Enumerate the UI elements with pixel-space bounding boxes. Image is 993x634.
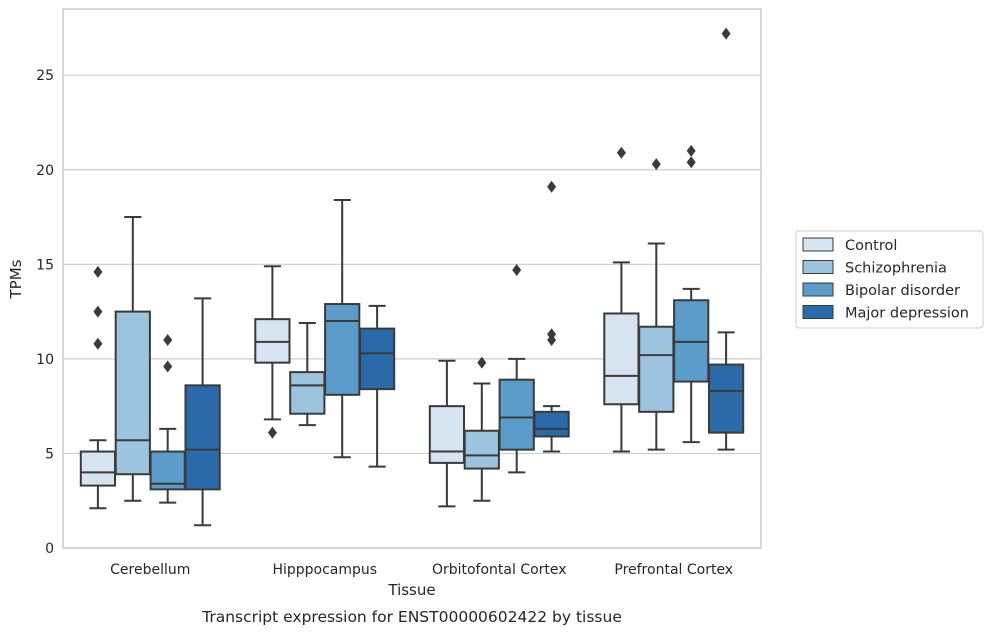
box-iqr — [324, 303, 361, 396]
x-tick-label: Cerebellum — [110, 562, 190, 578]
box-iqr — [533, 410, 570, 438]
box-plot — [254, 265, 291, 439]
y-tick-label: 20 — [36, 163, 54, 179]
outlier-point — [512, 263, 522, 276]
box-iqr — [289, 371, 326, 415]
box-iqr — [428, 405, 466, 464]
outlier-point — [93, 337, 103, 350]
box-plot — [707, 27, 745, 451]
box-plot — [673, 144, 710, 444]
box-plot — [114, 216, 151, 502]
y-tick-label: 25 — [36, 68, 54, 84]
y-axis-label: TPMs — [7, 259, 25, 299]
outlier-point — [163, 360, 173, 373]
box-plot — [428, 359, 466, 508]
box-iqr — [463, 429, 500, 470]
box-plot — [498, 263, 535, 474]
outlier-point — [721, 27, 731, 40]
box-plot — [289, 321, 326, 427]
outlier-point — [547, 180, 557, 193]
y-tick-label: 5 — [45, 446, 54, 462]
x-tick-label: Prefrontal Cortex — [614, 562, 733, 578]
y-tick-labels: 0 5 10 15 20 25 — [36, 68, 54, 557]
outlier-point — [93, 265, 103, 278]
x-tick-label: Hipppocampus — [272, 562, 377, 578]
outlier-point — [93, 305, 103, 318]
box-iqr — [707, 363, 745, 434]
outlier-point — [267, 426, 277, 439]
plot-frame — [62, 8, 762, 549]
legend-label: Schizophrenia — [845, 261, 947, 277]
box-iqr — [498, 378, 535, 451]
legend-label: Major depression — [845, 306, 969, 322]
x-tick-label: Orbitofontal Cortex — [432, 562, 567, 578]
box-iqr — [638, 325, 675, 413]
y-tick-label: 15 — [36, 257, 54, 273]
box-plot — [358, 304, 396, 468]
box-iqr — [79, 450, 117, 487]
legend: Control Schizophrenia Bipolar disorder Majo… — [795, 230, 984, 329]
box-plot — [533, 180, 570, 453]
y-tick-label: 0 — [45, 541, 54, 557]
outlier-point — [686, 156, 696, 169]
box-plot — [324, 199, 361, 459]
legend-swatch — [802, 260, 834, 274]
legend-label: Control — [845, 238, 897, 254]
legend-frame — [795, 230, 984, 329]
outlier-point — [686, 144, 696, 157]
outlier-point — [616, 146, 626, 159]
outlier-point — [163, 333, 173, 346]
box-plot — [79, 265, 117, 510]
outlier-point — [547, 333, 557, 346]
chart-caption: Transcript expression for ENST0000060242… — [201, 608, 622, 626]
x-axis-label: Tissue — [387, 581, 435, 599]
x-tick-labels: Cerebellum Hipppocampus Orbitofontal Corte… — [110, 562, 733, 578]
outlier-point — [477, 356, 487, 369]
legend-items: Control Schizophrenia Bipolar disorder Majo… — [802, 237, 969, 322]
box-plot — [603, 146, 640, 453]
box-iqr — [114, 310, 151, 476]
legend-label: Bipolar disorder — [845, 283, 960, 299]
legend-swatch — [802, 305, 834, 319]
box-iqr — [184, 384, 221, 491]
legend-swatch — [802, 237, 834, 252]
box-plot — [184, 297, 221, 527]
box-iqr — [603, 312, 640, 406]
y-tick-label: 10 — [36, 352, 54, 368]
box-plot — [463, 356, 500, 502]
outlier-point — [651, 158, 661, 171]
legend-swatch — [802, 282, 834, 297]
box-iqr — [358, 327, 396, 391]
box-plots — [79, 27, 745, 527]
